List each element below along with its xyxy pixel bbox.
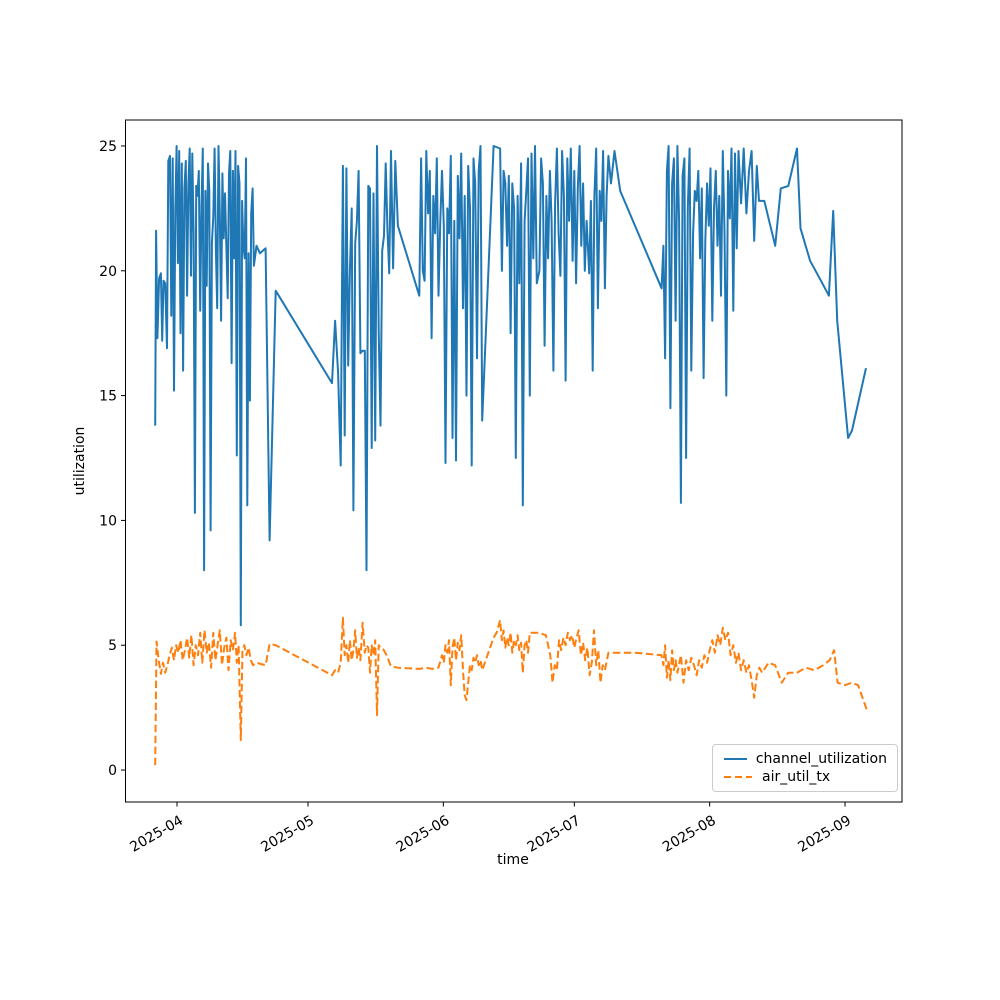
legend-dashed-line-icon [724,776,752,778]
legend-label-air-util-tx: air_util_tx [762,769,831,785]
y-axis-label: utilization [72,427,88,496]
x-axis-label: time [497,852,529,868]
legend: channel_utilization air_util_tx [712,744,898,792]
y-tick-label-20: 20 [99,264,117,280]
legend-entry-air-util-tx: air_util_tx [723,768,887,786]
y-tick-label-10: 10 [99,513,117,529]
legend-entry-channel-utilization: channel_utilization [723,750,887,768]
y-tick-label-5: 5 [108,638,117,654]
series-line-air_util_tx [154,616,868,766]
y-tick-label-0: 0 [108,763,117,779]
series-group [154,145,868,766]
y-tick-label-25: 25 [99,139,117,155]
legend-solid-line-icon [724,758,747,760]
axes-frame [125,119,903,803]
x-tick-label-2025-04: 2025-04 [127,813,186,856]
y-tick-label-15: 15 [99,389,117,405]
series-line-channel_utilization [154,145,867,627]
x-tick-label-2025-06: 2025-06 [394,813,453,856]
legend-label-channel-utilization: channel_utilization [755,751,887,767]
x-tick-label-2025-09: 2025-09 [795,813,854,856]
x-tick-label-2025-08: 2025-08 [660,813,719,856]
x-tick-label-2025-05: 2025-05 [258,813,317,856]
x-tick-label-2025-07: 2025-07 [525,813,584,856]
